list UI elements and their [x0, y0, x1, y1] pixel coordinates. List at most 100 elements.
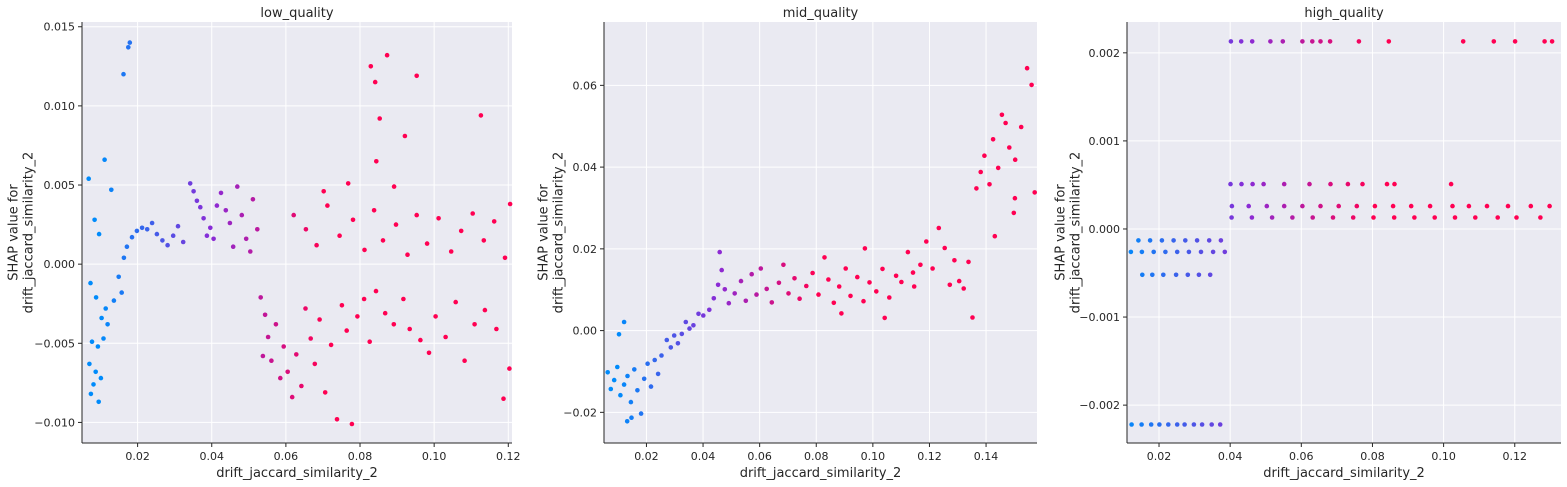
mid-quality-xlabel: drift_jaccard_similarity_2: [740, 466, 902, 481]
scatter-point: [299, 383, 304, 389]
scatter-point: [648, 384, 654, 389]
scatter-point: [134, 228, 140, 234]
scatter-point: [1354, 203, 1360, 209]
scatter-point: [1473, 215, 1478, 220]
scatter-point: [507, 366, 512, 371]
scatter-point: [502, 255, 508, 261]
scatter-point: [632, 367, 637, 372]
scatter-point: [1300, 39, 1305, 44]
scatter-point: [93, 295, 99, 300]
scatter-point: [402, 133, 408, 139]
high-quality-ticks: 0.02 0.04 0.06 0.08 0.10 0.12 −0.002 −0.001 0.00…: [1079, 47, 1527, 463]
scatter-point: [99, 315, 104, 321]
scatter-point: [1328, 181, 1333, 187]
scatter-point: [1452, 215, 1458, 220]
scatter-point: [227, 220, 233, 226]
scatter-point: [831, 300, 837, 306]
scatter-point: [1264, 203, 1270, 209]
scatter-point: [443, 334, 448, 340]
scatter-point: [453, 299, 459, 305]
x-tick-label: 0.10: [422, 450, 447, 463]
high-quality-plot-area: [1127, 22, 1561, 443]
scatter-point: [116, 274, 121, 280]
scatter-point: [910, 270, 916, 275]
scatter-point: [448, 249, 454, 254]
scatter-point: [839, 311, 844, 316]
y-tick-label: −0.002: [1079, 399, 1120, 412]
scatter-point: [180, 239, 186, 245]
scatter-point: [952, 258, 957, 263]
scatter-point: [1136, 238, 1141, 243]
scatter-point: [966, 259, 971, 265]
y-tick-label: 0.000: [44, 258, 76, 271]
scatter-point: [1345, 181, 1351, 187]
scatter-point: [1495, 215, 1500, 220]
x-tick-label: 0.06: [747, 450, 772, 463]
scatter-point: [1228, 181, 1233, 187]
scatter-point: [880, 266, 885, 272]
scatter-point: [367, 339, 373, 345]
scatter-point: [317, 317, 322, 322]
scatter-point: [918, 262, 923, 268]
scatter-point: [243, 236, 249, 242]
scatter-point: [391, 322, 397, 327]
scatter-point: [1139, 249, 1145, 255]
scatter-point: [349, 421, 355, 427]
scatter-point: [401, 296, 406, 302]
scatter-point: [96, 231, 102, 237]
scatter-point: [764, 286, 769, 292]
low-quality-ylabel-line1: SHAP value for: [7, 184, 22, 281]
scatter-point: [995, 165, 1001, 171]
y-tick-label: 0.001: [1089, 135, 1121, 148]
scatter-point: [472, 322, 477, 327]
scatter-point: [810, 270, 815, 276]
scatter-point: [1505, 203, 1511, 209]
scatter-point: [836, 284, 842, 289]
scatter-point: [1372, 203, 1378, 209]
scatter-point: [337, 233, 342, 238]
scatter-point: [1318, 203, 1323, 209]
scatter-point: [289, 394, 295, 400]
mid-quality-title: mid_quality: [783, 6, 859, 21]
scatter-point: [1327, 39, 1333, 44]
scatter-point: [92, 217, 97, 223]
scatter-point: [668, 345, 674, 350]
scatter-point: [797, 296, 802, 302]
scatter-point: [235, 184, 240, 189]
y-tick-label: 0.002: [1089, 47, 1121, 60]
scatter-point: [1549, 39, 1555, 44]
scatter-point: [970, 315, 975, 320]
scatter-point: [89, 339, 95, 345]
scatter-point: [899, 279, 904, 285]
scatter-point: [414, 73, 420, 79]
scatter-point: [691, 323, 696, 328]
high-quality-xlabel: drift_jaccard_similarity_2: [1263, 466, 1425, 481]
scatter-point: [1032, 190, 1037, 195]
scatter-point: [458, 228, 464, 234]
scatter-point: [1182, 422, 1187, 427]
y-tick-label: 0.02: [573, 243, 598, 256]
scatter-point: [1268, 39, 1273, 44]
low-quality-xlabel: drift_jaccard_similarity_2: [216, 466, 378, 481]
scatter-point: [862, 246, 868, 251]
x-tick-label: 0.12: [917, 450, 942, 463]
x-tick-label: 0.04: [199, 450, 224, 463]
low-quality-ticks: 0.02 0.04 0.06 0.08 0.10 0.12 −0.010 −0.005 0.00…: [34, 21, 520, 463]
scatter-point: [191, 189, 196, 194]
scatter-point: [936, 225, 942, 231]
scatter-point: [978, 169, 983, 175]
scatter-point: [109, 187, 114, 193]
scatter-point: [308, 336, 314, 341]
scatter-point: [1139, 422, 1144, 427]
scatter-point: [675, 341, 681, 346]
scatter-point: [95, 344, 101, 349]
scatter-point: [696, 311, 701, 317]
scatter-point: [1174, 249, 1180, 255]
scatter-point: [201, 216, 206, 221]
scatter-point: [1484, 203, 1490, 209]
scatter-point: [91, 382, 96, 387]
scatter-point: [230, 244, 236, 249]
scatter-point: [93, 369, 98, 375]
scatter-point: [491, 219, 497, 224]
high-quality-ylabel-line2: drift_jaccard_similarity_2: [1069, 152, 1084, 314]
